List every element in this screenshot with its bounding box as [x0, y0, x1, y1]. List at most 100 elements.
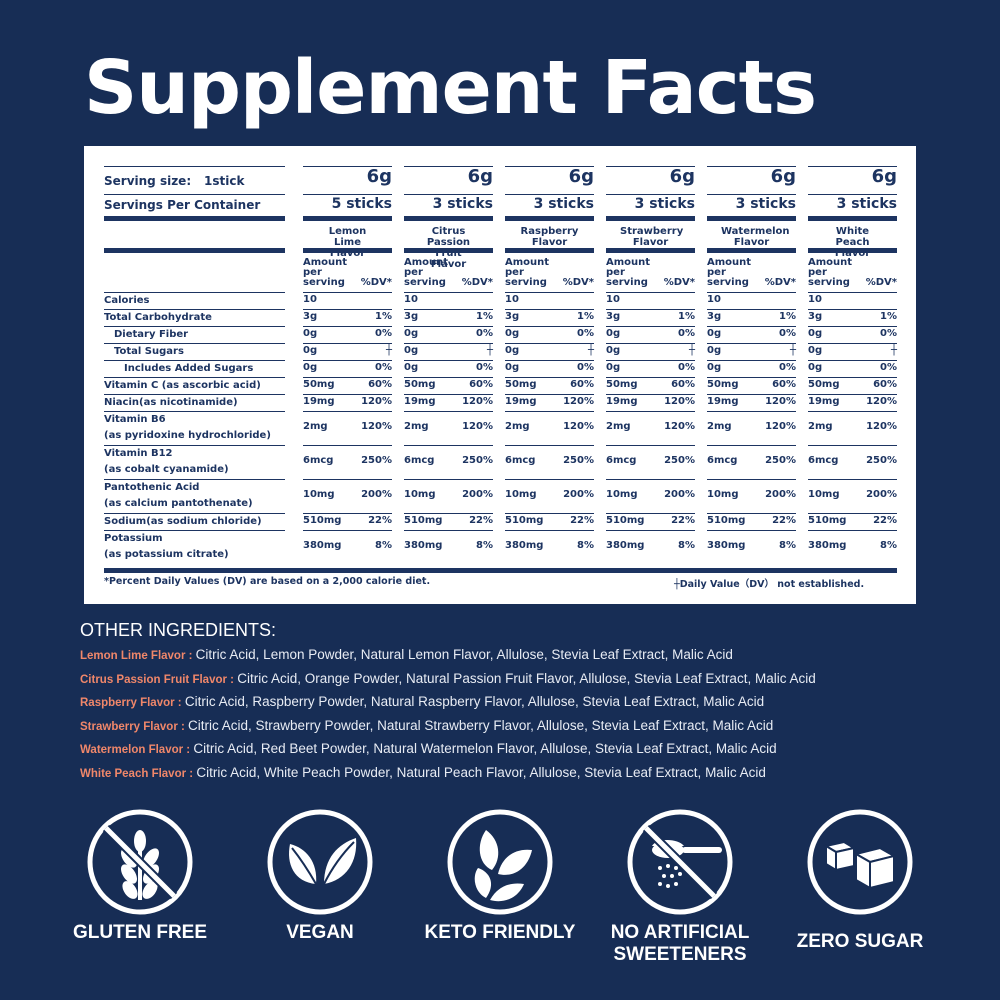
nutrient-amount: 10mg: [505, 489, 537, 500]
nutrient-amount: 10mg: [707, 489, 739, 500]
nutrient-dv: 60%: [368, 379, 392, 390]
nutrient-amount: 0g: [505, 345, 520, 356]
row-rule: [606, 326, 695, 327]
row-rule: [505, 292, 594, 293]
row-rule: [404, 411, 493, 412]
product-flavor: Lemon Lime Flavor: [328, 226, 367, 259]
ingredient-line: Strawberry Flavor : Citric Acid, Strawbe…: [80, 717, 774, 733]
row-rule: [303, 394, 392, 395]
row-rule: [808, 513, 897, 514]
row-rule: [606, 360, 695, 361]
other-ingredients-title: OTHER INGREDIENTS:: [80, 620, 277, 640]
nutrient-dv: 250%: [563, 455, 594, 466]
row-rule: [505, 411, 594, 412]
product-size: 6g: [871, 166, 897, 187]
dv-header: %DV*: [461, 277, 493, 288]
badge-label-keto-friendly: KETO FRIENDLY: [424, 922, 576, 943]
row-rule: [505, 326, 594, 327]
nutrient-label: Total Sugars: [114, 344, 295, 360]
nutrient-amount: 50mg: [707, 379, 739, 390]
nutrient-amount: 0g: [707, 362, 722, 373]
nutrient-amount: 50mg: [505, 379, 537, 390]
row-rule: [505, 394, 594, 395]
row-rule: [505, 530, 594, 531]
nutrient-dv: 8%: [375, 540, 392, 551]
rule: [606, 248, 695, 253]
product-flavor: Citrus Passion Fruit Flavor: [426, 226, 471, 270]
rule: [404, 166, 493, 167]
row-rule: [505, 377, 594, 378]
nutrient-dv: 0%: [779, 362, 796, 373]
nutrient-amount: 2mg: [303, 421, 328, 432]
rule: [808, 166, 897, 167]
nutrient-dv: 1%: [880, 311, 897, 322]
nutrient-amount: 510mg: [303, 515, 342, 526]
product-size: 6g: [366, 166, 392, 187]
nutrient-amount: 19mg: [808, 396, 840, 407]
nutrient-dv: 0%: [678, 328, 695, 339]
nutrient-amount: 6mcg: [707, 455, 738, 466]
nutrient-dv: 0%: [476, 328, 493, 339]
leaves-icon: [267, 809, 373, 915]
rule: [505, 166, 594, 167]
nutrient-name: Pantothenic Acid: [104, 482, 200, 493]
row-rule: [404, 343, 493, 344]
ingredient-flavor: Strawberry Flavor: [80, 720, 178, 733]
nutrient-amount: 10: [707, 294, 721, 305]
row-rule: [505, 445, 594, 446]
row-rule: [505, 479, 594, 480]
ingredient-flavor: Citrus Passion Fruit Flavor: [80, 673, 227, 686]
nutrient-name: Vitamin B12: [104, 448, 173, 459]
nutrient-name: Potassium: [104, 533, 163, 544]
nutrient-source: (as cobalt cyanamide): [104, 464, 229, 475]
row-rule: [606, 513, 695, 514]
ingredient-line: Watermelon Flavor : Citric Acid, Red Bee…: [80, 741, 777, 756]
ingredient-text: Citric Acid, Lemon Powder, Natural Lemon…: [195, 647, 733, 662]
nutrient-amount: 380mg: [808, 540, 847, 551]
nutrient-dv: 120%: [462, 421, 493, 432]
serving-size-label: Serving size:: [104, 174, 192, 188]
row-rule: [104, 513, 285, 514]
nutrient-dv: 60%: [469, 379, 493, 390]
nutrient-dv: 200%: [765, 489, 796, 500]
nutrient-name: Calories: [104, 295, 150, 306]
nutrient-dv: 120%: [866, 396, 897, 407]
nutrient-label: Total Carbohydrate: [104, 310, 285, 326]
row-rule: [404, 326, 493, 327]
nutrient-amount: 2mg: [606, 421, 631, 432]
nutrient-dv: 8%: [476, 540, 493, 551]
row-rule: [104, 377, 285, 378]
nutrient-dv: 250%: [361, 455, 392, 466]
product-flavor: Raspberry Flavor: [520, 226, 579, 248]
nutrient-dv: 8%: [779, 540, 796, 551]
row-rule: [707, 377, 796, 378]
nutrient-amount: 0g: [808, 345, 823, 356]
nutrient-dv: ┼: [587, 345, 594, 356]
nutrient-amount: 2mg: [707, 421, 732, 432]
nutrient-dv: 250%: [664, 455, 695, 466]
nutrient-dv: 120%: [563, 421, 594, 432]
nutrient-amount: 19mg: [505, 396, 537, 407]
nutrient-dv: 120%: [664, 421, 695, 432]
rule: [104, 216, 285, 221]
nutrient-dv: 60%: [671, 379, 695, 390]
ingredient-text: Citric Acid, White Peach Powder, Natural…: [196, 764, 766, 780]
supplement-facts-panel: Serving size: 1stick 6g 6g 6g 6g 6g 6g Servings …: [84, 146, 916, 604]
nutrient-amount: 10: [303, 294, 317, 305]
row-rule: [404, 513, 493, 514]
dv-header: %DV*: [360, 277, 392, 288]
nutrient-amount: 0g: [303, 345, 318, 356]
nutrient-amount: 510mg: [404, 515, 443, 526]
serving-size-value: 1stick: [204, 174, 245, 188]
nutrient-dv: 250%: [866, 455, 897, 466]
nutrient-amount: 19mg: [707, 396, 739, 407]
row-rule: [808, 394, 897, 395]
rule: [303, 248, 392, 253]
nutrient-dv: 200%: [563, 489, 594, 500]
nutrient-amount: 3g: [606, 311, 621, 322]
nutrient-name: Dietary Fiber: [114, 329, 189, 340]
nutrient-dv: 0%: [375, 328, 392, 339]
nutrient-name: Niacin(as nicotinamide): [104, 397, 238, 408]
product-servings: 3 sticks: [735, 196, 796, 212]
nutrient-name: Vitamin B6: [104, 414, 166, 425]
